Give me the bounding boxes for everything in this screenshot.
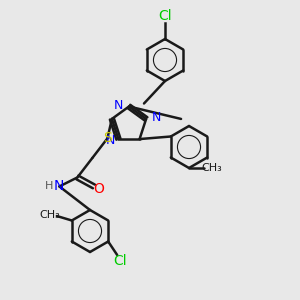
- Text: N: N: [106, 134, 116, 147]
- Text: S: S: [103, 131, 112, 146]
- Text: H: H: [44, 182, 53, 191]
- Text: N: N: [114, 98, 124, 112]
- Text: CH₃: CH₃: [39, 209, 60, 220]
- Text: N: N: [152, 111, 161, 124]
- Text: O: O: [93, 182, 104, 197]
- Text: CH₃: CH₃: [201, 163, 222, 173]
- Text: Cl: Cl: [158, 10, 172, 23]
- Text: Cl: Cl: [113, 254, 127, 268]
- Text: N: N: [53, 179, 64, 194]
